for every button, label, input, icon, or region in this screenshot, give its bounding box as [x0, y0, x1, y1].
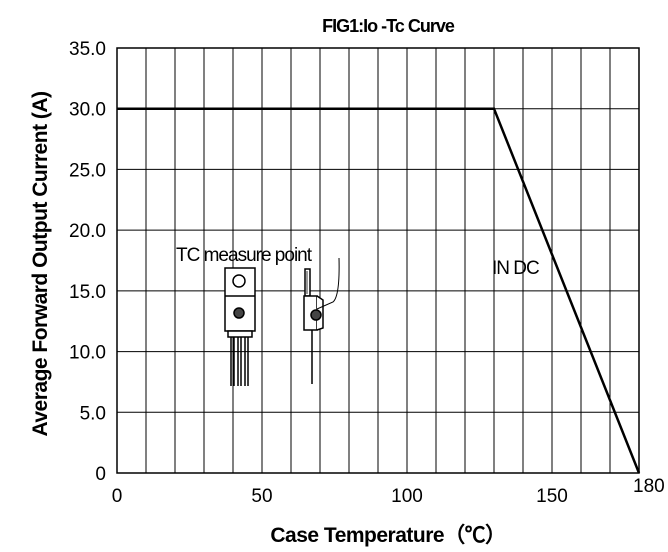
x-tick-label: 0 — [112, 486, 123, 507]
y-tick-label: 25.0 — [69, 160, 106, 181]
x-tick-label: 50 — [251, 486, 272, 507]
measure-point-pointer — [316, 257, 340, 310]
y-tick-label: 35.0 — [69, 39, 106, 60]
y-tick-label: 20.0 — [69, 221, 106, 242]
series-group — [117, 107, 641, 474]
y-tick-label: 15.0 — [69, 282, 106, 303]
x-tick-label: 150 — [536, 486, 568, 507]
package-front-view-icon — [224, 267, 256, 386]
x-tick-label: 100 — [391, 486, 423, 507]
tc-measure-point-label: TC measure point — [176, 245, 313, 266]
series-label-in-dc: IN DC — [492, 258, 539, 279]
y-tick-label: 5.0 — [80, 403, 106, 424]
y-axis-label: Average Forward Output Current (A) — [29, 91, 52, 436]
x-tick-label: 180 — [633, 476, 665, 497]
grid-lines — [117, 48, 639, 473]
chart-title: FIG1:Io -Tc Curve — [322, 16, 455, 36]
y-axis-ticks: 35.0 30.0 25.0 20.0 15.0 10.0 5.0 0 — [69, 39, 106, 485]
x-axis-ticks: 0 50 100 150 180 — [112, 476, 665, 507]
y-tick-label: 10.0 — [69, 343, 106, 364]
y-tick-label: 0 — [95, 464, 106, 485]
package-side-view-icon — [303, 268, 324, 384]
series-line-in-dc — [117, 107, 641, 474]
x-axis-label: Case Temperature（℃） — [270, 523, 505, 547]
plot-frame — [116, 47, 640, 474]
y-tick-label: 30.0 — [69, 100, 106, 121]
